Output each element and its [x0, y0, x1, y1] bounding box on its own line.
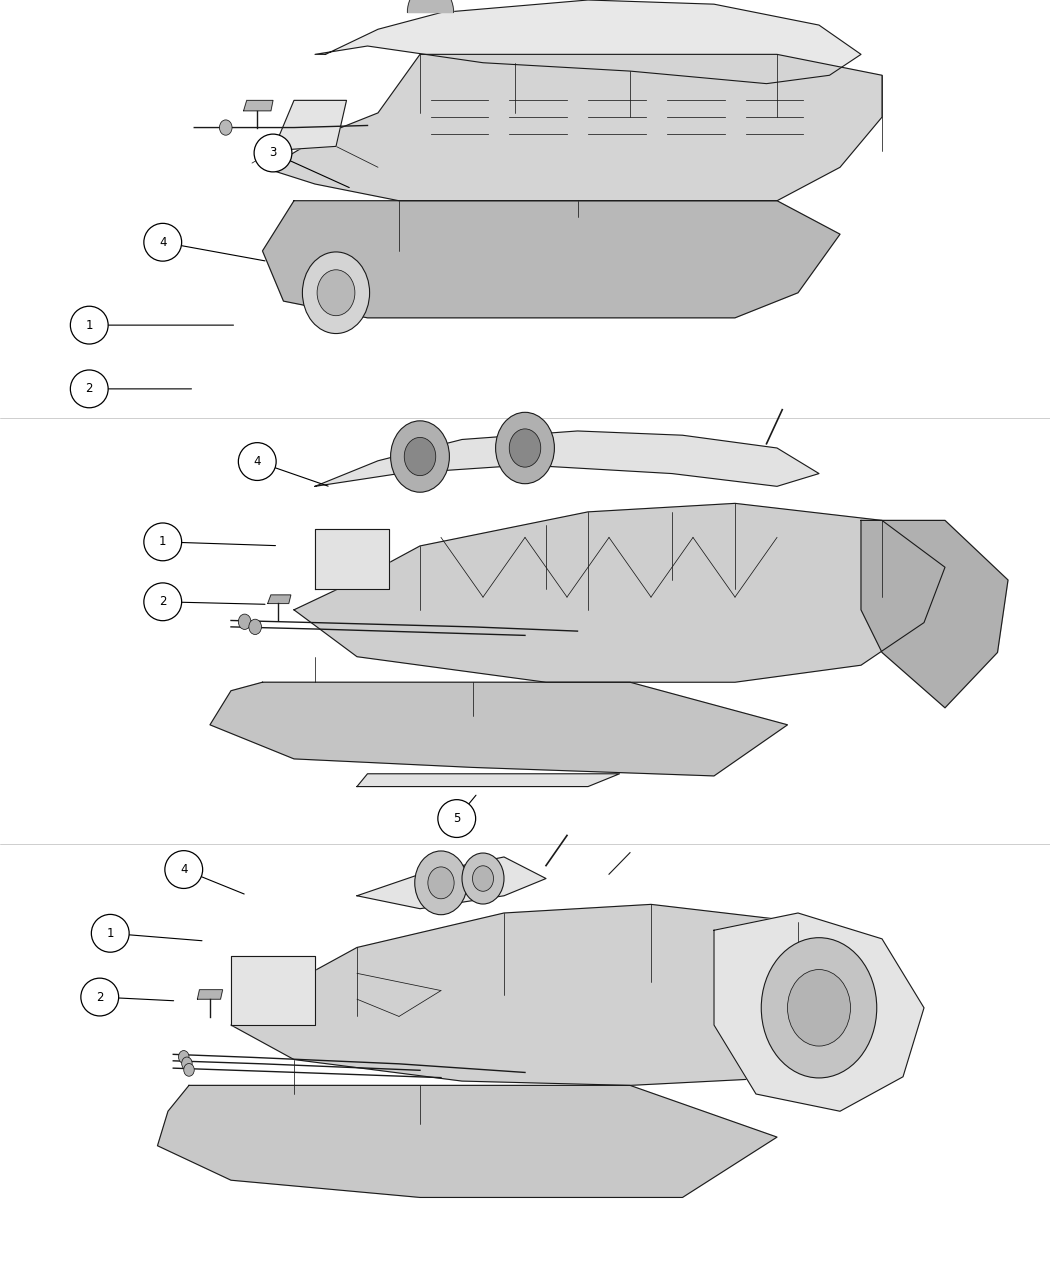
Polygon shape [273, 101, 346, 150]
Ellipse shape [81, 978, 119, 1016]
Text: 4: 4 [253, 455, 261, 468]
Polygon shape [407, 0, 454, 13]
Ellipse shape [238, 442, 276, 481]
Circle shape [302, 252, 370, 334]
Polygon shape [357, 774, 620, 787]
Circle shape [788, 969, 850, 1046]
Ellipse shape [144, 223, 182, 261]
Polygon shape [244, 101, 273, 111]
Polygon shape [231, 904, 872, 1085]
Circle shape [509, 428, 541, 467]
Ellipse shape [144, 523, 182, 561]
Ellipse shape [91, 914, 129, 952]
Text: 5: 5 [453, 812, 461, 825]
Circle shape [249, 620, 261, 635]
Circle shape [391, 421, 449, 492]
Text: 4: 4 [180, 863, 188, 876]
Polygon shape [158, 1085, 777, 1197]
Text: 2: 2 [85, 382, 93, 395]
Circle shape [317, 270, 355, 316]
Text: 2: 2 [96, 991, 104, 1003]
Ellipse shape [438, 799, 476, 838]
Polygon shape [197, 989, 223, 1000]
Text: 1: 1 [106, 927, 114, 940]
Polygon shape [231, 956, 315, 1025]
Polygon shape [294, 504, 945, 682]
Circle shape [761, 937, 877, 1077]
Ellipse shape [70, 306, 108, 344]
Text: 1: 1 [85, 319, 93, 332]
Circle shape [404, 437, 436, 476]
Circle shape [472, 866, 493, 891]
Ellipse shape [165, 850, 203, 889]
Circle shape [178, 1051, 189, 1063]
Polygon shape [315, 431, 819, 486]
Circle shape [184, 1063, 194, 1076]
Circle shape [428, 867, 454, 899]
Circle shape [496, 412, 554, 483]
Text: 2: 2 [159, 595, 167, 608]
Ellipse shape [144, 583, 182, 621]
Text: 3: 3 [269, 147, 277, 159]
Polygon shape [268, 595, 291, 603]
Circle shape [219, 120, 232, 135]
Polygon shape [315, 0, 861, 84]
Circle shape [238, 615, 251, 630]
Polygon shape [315, 529, 388, 589]
Circle shape [462, 853, 504, 904]
Polygon shape [357, 857, 546, 909]
Ellipse shape [70, 370, 108, 408]
Text: 1: 1 [159, 536, 167, 548]
Text: 4: 4 [159, 236, 167, 249]
Polygon shape [262, 200, 840, 317]
Ellipse shape [254, 134, 292, 172]
Polygon shape [262, 55, 882, 200]
Polygon shape [861, 520, 1008, 708]
Polygon shape [210, 682, 788, 776]
Circle shape [415, 850, 467, 914]
Polygon shape [714, 913, 924, 1112]
Circle shape [182, 1057, 192, 1070]
